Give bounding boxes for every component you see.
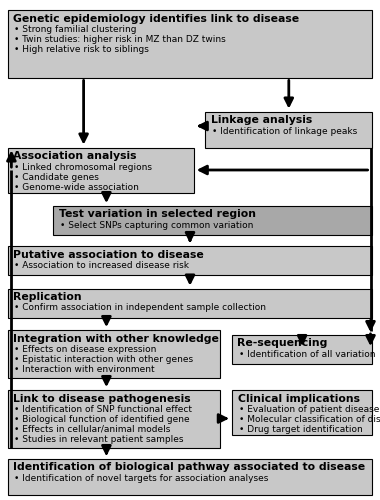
Text: • Identification of linkage peaks: • Identification of linkage peaks [212, 126, 357, 136]
Text: • High relative risk to siblings: • High relative risk to siblings [14, 45, 149, 54]
Text: • Effects in cellular/animal models: • Effects in cellular/animal models [14, 425, 171, 434]
Text: • Drug target identification: • Drug target identification [239, 425, 363, 434]
Text: Association analysis: Association analysis [13, 151, 137, 161]
Text: Linkage analysis: Linkage analysis [211, 115, 312, 125]
Text: Integration with other knowledge: Integration with other knowledge [13, 334, 219, 344]
Bar [232, 390, 372, 435]
Text: • Biological function of identified gene: • Biological function of identified gene [14, 415, 190, 424]
Bar [8, 148, 194, 192]
Bar [8, 288, 372, 318]
Text: • Identification of all variation: • Identification of all variation [239, 350, 375, 359]
Text: Clinical implications: Clinical implications [238, 394, 359, 404]
Bar [8, 390, 220, 448]
Text: Test variation in selected region: Test variation in selected region [59, 210, 256, 220]
Text: • Identification of SNP functional effect: • Identification of SNP functional effec… [14, 405, 192, 414]
Text: • Identification of novel targets for association analyses: • Identification of novel targets for as… [14, 474, 269, 483]
Text: • Epistatic interaction with other genes: • Epistatic interaction with other genes [14, 355, 193, 364]
Text: • Linked chromosomal regions: • Linked chromosomal regions [14, 162, 152, 172]
Text: • Association to increased disease risk: • Association to increased disease risk [14, 261, 190, 270]
Text: • Strong familial clustering: • Strong familial clustering [14, 25, 137, 34]
Text: • Evaluation of patient disease risk: • Evaluation of patient disease risk [239, 405, 380, 414]
Bar [8, 459, 372, 495]
Text: Identification of biological pathway associated to disease: Identification of biological pathway ass… [13, 462, 366, 472]
Text: • Interaction with environment: • Interaction with environment [14, 365, 155, 374]
Bar [232, 335, 372, 364]
Text: • Studies in relevant patient samples: • Studies in relevant patient samples [14, 435, 184, 444]
Bar [8, 246, 372, 275]
Text: Replication: Replication [13, 292, 82, 302]
Text: Link to disease pathogenesis: Link to disease pathogenesis [13, 394, 191, 404]
Text: • Select SNPs capturing common variation: • Select SNPs capturing common variation [60, 221, 253, 230]
Bar [8, 330, 220, 378]
Text: • Candidate genes: • Candidate genes [14, 172, 99, 182]
Text: Re-sequencing: Re-sequencing [238, 338, 328, 348]
Text: • Effects on disease expression: • Effects on disease expression [14, 345, 157, 354]
Bar [8, 10, 372, 78]
Bar [205, 112, 372, 148]
Text: Genetic epidemiology identifies link to disease: Genetic epidemiology identifies link to … [13, 14, 299, 24]
Text: • Molecular classification of disease: • Molecular classification of disease [239, 415, 380, 424]
Text: • Twin studies: higher risk in MZ than DZ twins: • Twin studies: higher risk in MZ than D… [14, 35, 226, 44]
Bar [53, 206, 372, 235]
Text: • Confirm association in independent sample collection: • Confirm association in independent sam… [14, 304, 266, 312]
Text: Putative association to disease: Putative association to disease [13, 250, 204, 260]
Text: • Genome-wide association: • Genome-wide association [14, 182, 139, 192]
